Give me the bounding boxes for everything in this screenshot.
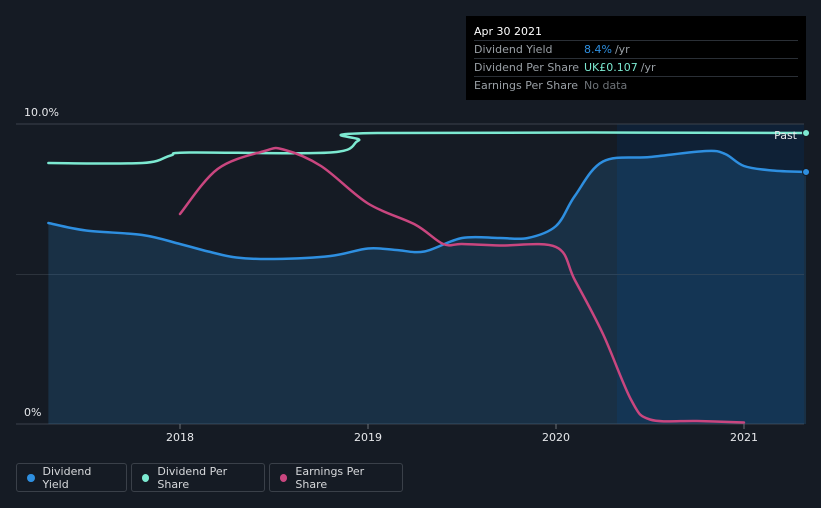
legend-dot-icon xyxy=(142,473,150,482)
legend-item-dividend-yield[interactable]: Dividend Yield xyxy=(16,463,127,492)
earnings-per-share-line xyxy=(178,146,746,424)
tooltip-label: Dividend Yield xyxy=(474,43,553,56)
tooltip-date: Apr 30 2021 xyxy=(474,23,798,41)
legend-label: Earnings Per Share xyxy=(295,464,365,491)
tooltip-value: UK£0.107 xyxy=(584,61,638,74)
y-tick-label: 0% xyxy=(24,406,41,419)
x-tick-label: 2018 xyxy=(166,431,194,444)
x-tick-label: 2019 xyxy=(354,431,382,444)
y-tick-label: 10.0% xyxy=(24,106,59,119)
legend-label: Dividend Yield xyxy=(42,464,92,491)
tooltip-row-dividend-yield: Dividend Yield 8.4% /yr xyxy=(474,41,798,59)
legend-item-earnings-per-share[interactable]: Earnings Per Share xyxy=(269,463,403,492)
tooltip-unit: /yr xyxy=(640,61,656,74)
tooltip-value: 8.4% xyxy=(584,43,612,56)
tooltip-label: Dividend Per Share xyxy=(474,61,580,74)
tooltip-row-earnings-per-share: Earnings Per Share No data xyxy=(474,77,798,94)
dividend-per-share-end-marker xyxy=(802,129,811,137)
tooltip-value: No data xyxy=(584,79,628,92)
dividend-yield-line xyxy=(47,149,808,261)
dividend-yield-area xyxy=(48,150,807,424)
x-tick-label: 2020 xyxy=(542,431,570,444)
dividend-yield-end-marker xyxy=(802,168,811,176)
x-tick-label: 2021 xyxy=(730,431,758,444)
legend-item-dividend-per-share[interactable]: Dividend Per Share xyxy=(131,463,265,492)
dividend-per-share-line xyxy=(47,131,808,165)
legend-dot-icon xyxy=(27,473,35,482)
legend-dot-icon xyxy=(280,473,288,482)
tooltip-row-dividend-per-share: Dividend Per Share UK£0.107 /yr xyxy=(474,59,798,77)
tooltip-label: Earnings Per Share xyxy=(474,79,579,92)
past-label: Past xyxy=(774,129,798,142)
hover-tooltip: Apr 30 2021 Dividend Yield 8.4% /yr Divi… xyxy=(466,16,806,100)
tooltip-unit: /yr xyxy=(614,43,630,56)
legend-label: Dividend Per Share xyxy=(157,464,228,491)
